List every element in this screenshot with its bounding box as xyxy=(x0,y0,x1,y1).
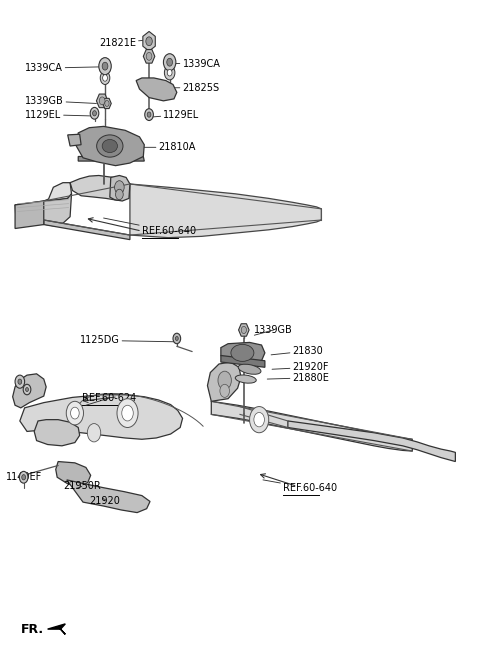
Polygon shape xyxy=(144,50,155,63)
Ellipse shape xyxy=(231,344,254,361)
Text: 21920: 21920 xyxy=(89,496,120,506)
Circle shape xyxy=(102,62,108,70)
Polygon shape xyxy=(20,395,182,440)
Polygon shape xyxy=(70,175,130,200)
Polygon shape xyxy=(78,157,144,161)
Polygon shape xyxy=(34,420,80,446)
Circle shape xyxy=(87,424,101,442)
Circle shape xyxy=(218,371,231,390)
Ellipse shape xyxy=(235,375,256,383)
Polygon shape xyxy=(76,127,144,166)
Polygon shape xyxy=(239,323,249,336)
Ellipse shape xyxy=(96,135,123,157)
Polygon shape xyxy=(68,134,81,146)
Polygon shape xyxy=(67,480,150,512)
Polygon shape xyxy=(110,175,130,201)
Circle shape xyxy=(90,108,99,119)
Text: REF.60-624: REF.60-624 xyxy=(82,393,136,405)
Polygon shape xyxy=(143,31,156,51)
Polygon shape xyxy=(15,182,72,206)
Circle shape xyxy=(254,413,264,427)
Circle shape xyxy=(66,401,84,425)
Text: 1125DG: 1125DG xyxy=(80,335,174,346)
Polygon shape xyxy=(15,194,72,226)
Text: REF.60-640: REF.60-640 xyxy=(104,218,196,236)
Text: 21920F: 21920F xyxy=(272,362,329,372)
Circle shape xyxy=(173,333,180,344)
Circle shape xyxy=(146,52,152,60)
Text: 21810A: 21810A xyxy=(136,142,196,152)
Circle shape xyxy=(103,75,108,81)
Circle shape xyxy=(23,384,31,395)
Ellipse shape xyxy=(102,140,118,153)
Circle shape xyxy=(71,407,79,419)
Circle shape xyxy=(116,189,123,199)
Circle shape xyxy=(93,111,96,116)
Circle shape xyxy=(164,66,175,80)
Text: REF.60-640: REF.60-640 xyxy=(263,480,337,493)
Circle shape xyxy=(167,70,172,76)
Text: 21880E: 21880E xyxy=(267,373,330,382)
Circle shape xyxy=(117,399,138,428)
Polygon shape xyxy=(130,184,322,237)
Polygon shape xyxy=(288,421,456,462)
Circle shape xyxy=(146,37,152,46)
Circle shape xyxy=(167,58,172,66)
Circle shape xyxy=(99,58,111,75)
Circle shape xyxy=(100,72,110,85)
Text: 21821E: 21821E xyxy=(99,37,148,48)
Ellipse shape xyxy=(238,364,261,375)
Circle shape xyxy=(241,327,246,333)
Polygon shape xyxy=(221,342,265,363)
Polygon shape xyxy=(136,78,177,101)
Circle shape xyxy=(22,475,25,480)
Polygon shape xyxy=(48,624,65,634)
Circle shape xyxy=(175,337,178,340)
Text: 1129EL: 1129EL xyxy=(149,110,200,119)
Polygon shape xyxy=(15,201,44,228)
Circle shape xyxy=(105,100,109,106)
Polygon shape xyxy=(211,401,412,451)
Text: 1339GB: 1339GB xyxy=(254,325,293,335)
Text: 1339GB: 1339GB xyxy=(24,96,96,106)
Circle shape xyxy=(145,109,154,121)
Circle shape xyxy=(147,112,151,117)
Text: 21950R: 21950R xyxy=(63,482,101,491)
Polygon shape xyxy=(12,374,46,408)
Circle shape xyxy=(18,379,22,384)
Polygon shape xyxy=(96,94,108,108)
Circle shape xyxy=(19,472,28,483)
Text: 1339CA: 1339CA xyxy=(24,63,104,73)
Circle shape xyxy=(163,54,176,71)
Circle shape xyxy=(15,375,24,388)
Circle shape xyxy=(25,388,28,392)
Circle shape xyxy=(220,384,229,398)
Text: FR.: FR. xyxy=(21,623,44,636)
Polygon shape xyxy=(56,462,91,486)
Circle shape xyxy=(122,405,133,421)
Text: 1339CA: 1339CA xyxy=(169,58,220,68)
Circle shape xyxy=(250,407,269,433)
Circle shape xyxy=(115,180,124,194)
Text: 1140EF: 1140EF xyxy=(5,472,42,482)
Polygon shape xyxy=(103,98,111,109)
Text: 21830: 21830 xyxy=(271,346,324,356)
Text: 1129EL: 1129EL xyxy=(24,110,91,119)
Text: 21825S: 21825S xyxy=(174,83,220,92)
Polygon shape xyxy=(44,220,130,239)
Polygon shape xyxy=(207,362,241,401)
Circle shape xyxy=(99,97,105,105)
Polygon shape xyxy=(221,356,265,367)
